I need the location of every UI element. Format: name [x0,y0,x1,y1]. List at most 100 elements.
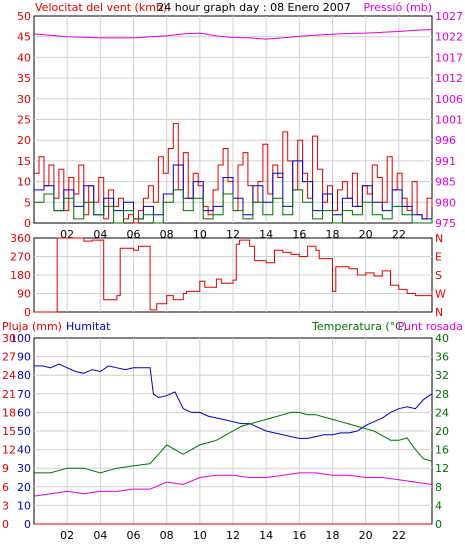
x-tick-label: 18 [326,529,340,542]
y-tick-label: W [435,288,446,301]
pressure-ticks: 975 980 985 991 996 1001 1006 1012 1017 1022 1027 [435,10,463,230]
x-tick-label: 22 [392,529,406,542]
x-tick-label: 12 [226,529,240,542]
y-tick-label: S [435,269,442,282]
x-tick-label: 10 [193,529,207,542]
y-tick-label: 24 [435,406,449,419]
rain-tick-label: 3 [2,499,9,512]
rain-tick-label: 24 [2,369,16,382]
y-tick-label: 10 [17,176,31,189]
y-tick-label: 180 [10,269,31,282]
y-tick-label: 32 [435,369,449,382]
humidity-temperature-panel: Pluja (mm) Humitat Temperatura (°C) Punt… [2,320,463,542]
wind-speed-ticks: 0 5 10 15 20 25 30 35 40 45 50 [17,10,31,230]
direction-gridlines [34,238,432,312]
humidity-tick-label: 50 [17,425,31,438]
humidity-series-line [34,363,433,439]
rain-tick-label: 6 [2,481,9,494]
y-tick-label: 0 [24,217,31,230]
y-tick-label: 985 [435,176,456,189]
wind-series-line [34,237,433,313]
humidity-tick-label: 30 [17,462,31,475]
humidity-tick-label: 90 [17,351,31,364]
x-tick-label: 08 [160,529,174,542]
y-tick-label: 30 [17,93,31,106]
y-tick-label: 20 [17,134,31,147]
rain-axis-label: Pluja (mm) [2,320,62,333]
y-tick-label: 1027 [435,10,463,23]
y-tick-label: 90 [17,288,31,301]
y-tick-label: E [435,251,442,264]
humidity-tick-label: 100 [10,332,31,345]
pressure-series-line [33,29,433,40]
wind-direction-series [34,237,433,313]
y-tick-label: 4 [435,499,442,512]
y-tick-label: N [435,232,443,245]
humidity-gridlines [34,338,432,524]
y-tick-label: 991 [435,155,456,168]
y-tick-label: 15 [17,155,31,168]
rain-tick-label: 30 [2,332,16,345]
y-tick-label: 50 [17,10,31,23]
humidity-tick-label: 40 [17,444,31,457]
y-tick-label: 8 [435,481,442,494]
rain-tick-label: 12 [2,444,16,457]
x-tick-label: 14 [259,529,273,542]
chart-title: 24 hour graph day : 08 Enero 2007 [157,1,351,14]
y-tick-label: 1012 [435,72,463,85]
y-tick-label: 996 [435,134,456,147]
x-tick-label: 20 [359,529,373,542]
y-tick-label: 40 [435,332,449,345]
wind-pressure-series [33,29,433,224]
y-tick-label: 980 [435,196,456,209]
x-tick-label: 06 [127,529,141,542]
rain-tick-label: 15 [2,425,16,438]
y-tick-label: 5 [24,196,31,209]
dewpoint-series-line [33,472,433,497]
y-tick-label: N [435,306,443,319]
x-tick-label: 02 [60,529,74,542]
y-tick-label: 36 [435,351,449,364]
humidity-tick-label: 0 [24,518,31,531]
y-tick-label: 1006 [435,93,463,106]
rain-tick-label: 9 [2,462,9,475]
wind-axis-label: Velocitat del vent (kmh) [35,1,167,14]
y-tick-label: 1017 [435,51,463,64]
y-tick-label: 35 [17,72,31,85]
y-tick-label: 40 [17,51,31,64]
y-tick-label: 28 [435,388,449,401]
temperature-axis-label: Temperatura (°C) [311,320,407,333]
wind-pressure-panel: Velocitat del vent (kmh) 24 hour graph d… [17,1,463,241]
rain-tick-label: 18 [2,406,16,419]
humidity-tick-label: 70 [17,388,31,401]
y-tick-label: 25 [17,114,31,127]
humidity-x-ticks: 02 04 06 08 10 12 14 16 18 20 22 [60,529,406,542]
temperature-ticks: 0 4 8 12 16 20 24 28 32 36 40 [435,332,449,531]
temperature-series-line [34,189,433,224]
temperature-series-line [34,411,433,474]
x-tick-label: 16 [292,529,306,542]
humidity-tick-label: 80 [17,369,31,382]
humidity-tick-label: 10 [17,499,31,512]
humidity-tick-label: 60 [17,406,31,419]
y-tick-label: 45 [17,31,31,44]
pressure-axis-label: Pressió (mb) [363,1,432,14]
y-tick-label: 270 [10,251,31,264]
humidity-axis-label: Humitat [66,320,111,333]
x-tick-label: 04 [93,529,107,542]
dewpoint-axis-label: Punt rosada [398,320,463,333]
y-tick-label: 0 [435,518,442,531]
y-tick-label: 1001 [435,114,463,127]
humidity-tick-label: 20 [17,481,31,494]
y-tick-label: 16 [435,444,449,457]
rain-tick-label: 27 [2,351,16,364]
y-tick-label: 1022 [435,31,463,44]
y-tick-label: 975 [435,217,456,230]
y-tick-label: 0 [24,306,31,319]
humidity-temperature-series [33,363,433,525]
